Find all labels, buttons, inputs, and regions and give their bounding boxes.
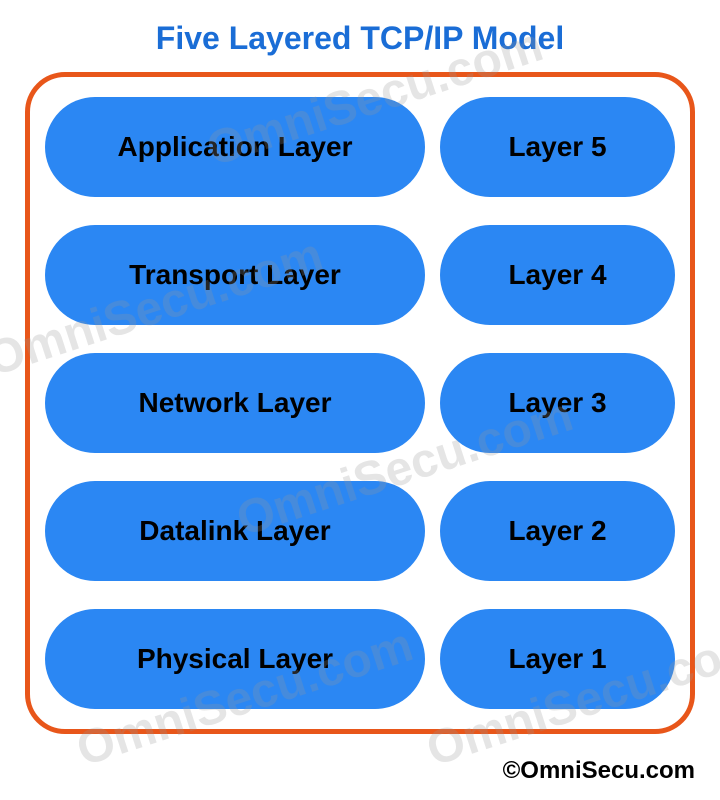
layer-row: Application Layer Layer 5: [45, 97, 675, 197]
copyright-footer: ©OmniSecu.com: [503, 757, 695, 785]
layer-name-pill: Application Layer: [45, 97, 425, 197]
layer-number-pill: Layer 2: [440, 481, 675, 581]
layer-number-pill: Layer 3: [440, 353, 675, 453]
diagram-title: Five Layered TCP/IP Model: [0, 0, 720, 72]
layer-name-pill: Transport Layer: [45, 225, 425, 325]
layer-name-pill: Datalink Layer: [45, 481, 425, 581]
layer-row: Transport Layer Layer 4: [45, 225, 675, 325]
layer-row: Network Layer Layer 3: [45, 353, 675, 453]
layer-number-pill: Layer 5: [440, 97, 675, 197]
diagram-container: Application Layer Layer 5 Transport Laye…: [25, 72, 695, 734]
layer-row: Physical Layer Layer 1: [45, 609, 675, 709]
layer-number-pill: Layer 4: [440, 225, 675, 325]
layer-row: Datalink Layer Layer 2: [45, 481, 675, 581]
layer-name-pill: Network Layer: [45, 353, 425, 453]
layer-name-pill: Physical Layer: [45, 609, 425, 709]
layer-number-pill: Layer 1: [440, 609, 675, 709]
